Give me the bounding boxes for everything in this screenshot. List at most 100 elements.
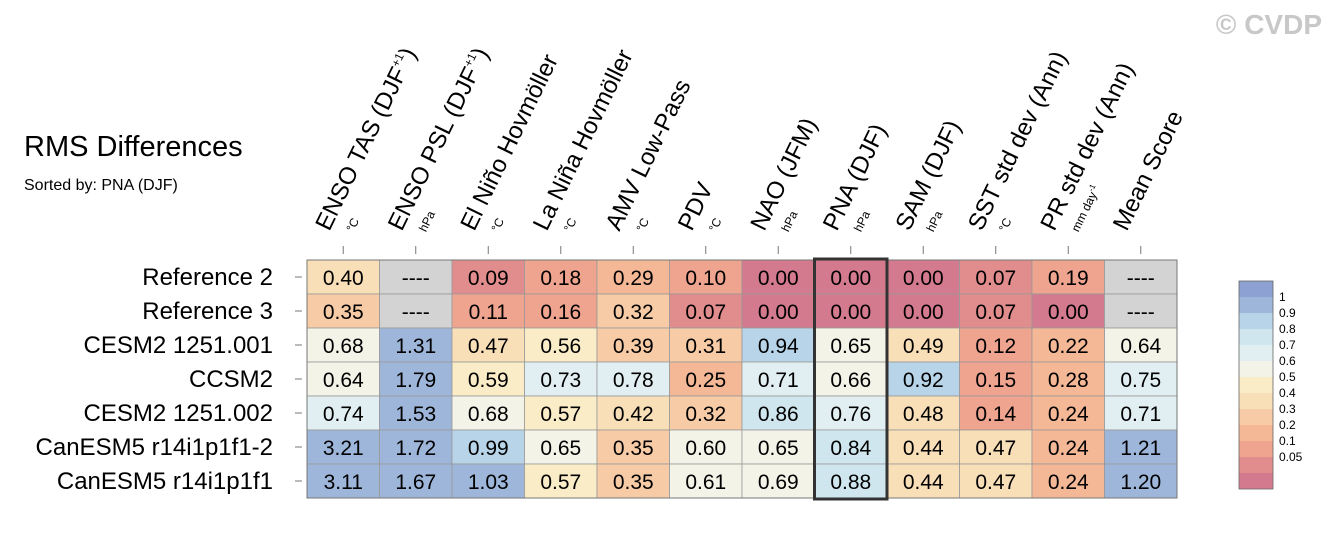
heatmap-cell bbox=[524, 395, 598, 431]
heatmap-cell bbox=[306, 293, 380, 329]
column-unit-text: hPa bbox=[851, 208, 873, 234]
cell-value-label: 0.71 bbox=[1120, 403, 1161, 426]
column-header: SST std dev (Ann)°C bbox=[963, 47, 1073, 235]
cell-value-label: 1.03 bbox=[468, 471, 509, 494]
column-label-name: Mean Score bbox=[1108, 106, 1189, 234]
colorbar-swatch bbox=[1239, 313, 1273, 329]
colorbar-swatch bbox=[1239, 409, 1273, 425]
colorbar-label: 0.5 bbox=[1279, 370, 1296, 384]
heatmap-cell bbox=[741, 429, 815, 465]
heatmap-cell bbox=[1031, 293, 1105, 329]
column-unit: °C bbox=[706, 215, 725, 234]
heatmap-frame bbox=[306, 259, 1178, 499]
heatmap-cell bbox=[959, 395, 1033, 431]
cell-value-label: 0.69 bbox=[758, 471, 799, 494]
row-label: CESM2 1251.001 bbox=[84, 332, 273, 359]
heatmap-cell bbox=[959, 361, 1033, 397]
cell-value-label: 0.00 bbox=[830, 301, 871, 324]
heatmap-cell bbox=[886, 395, 960, 431]
cell-value-label: 0.64 bbox=[1120, 335, 1161, 358]
column-unit: hPa bbox=[779, 208, 801, 234]
column-unit: °C bbox=[561, 215, 580, 234]
cell-value-label: ---- bbox=[402, 301, 430, 324]
cell-value-label: 0.86 bbox=[758, 403, 799, 426]
cell-value-label: 0.12 bbox=[975, 335, 1016, 358]
colorbar-swatch bbox=[1239, 457, 1273, 473]
colorbar-swatch bbox=[1239, 473, 1273, 489]
cell-value-label: ---- bbox=[1127, 301, 1155, 324]
heatmap-cell bbox=[741, 293, 815, 329]
heatmap-cell bbox=[451, 259, 525, 295]
cell-value-label: 0.44 bbox=[903, 471, 944, 494]
cell-value-label: 0.61 bbox=[685, 471, 726, 494]
cell-value-label: 0.71 bbox=[758, 369, 799, 392]
cell-value-label: 0.07 bbox=[975, 301, 1016, 324]
cell-value-label: 0.35 bbox=[323, 301, 364, 324]
cell-value-label: 0.40 bbox=[323, 267, 364, 290]
cell-value-label: 0.60 bbox=[685, 437, 726, 460]
heatmap-cell bbox=[524, 361, 598, 397]
colorbar-label: 0.9 bbox=[1279, 306, 1296, 320]
heatmap-cell bbox=[1104, 293, 1178, 329]
column-unit-sup: -1 bbox=[1086, 182, 1097, 193]
column-label-sup: +1 bbox=[388, 50, 407, 69]
colorbar-legend: 1 0.9 0.8 0.7 0.6 0.5 0.4 0.3 0.2 0.1 0.05 bbox=[1238, 280, 1303, 490]
colorbar-label: 0.3 bbox=[1279, 402, 1296, 416]
heatmap-cell bbox=[596, 429, 670, 465]
cell-value-label: 0.00 bbox=[903, 301, 944, 324]
cell-value-label: 0.28 bbox=[1048, 369, 1089, 392]
cell-value-label: 0.14 bbox=[975, 403, 1016, 426]
cell-value-label: 0.00 bbox=[1048, 301, 1089, 324]
heatmap-cell bbox=[741, 259, 815, 295]
cell-value-label: 0.35 bbox=[613, 471, 654, 494]
cell-value-label: 0.07 bbox=[685, 301, 726, 324]
colorbar-frame bbox=[1238, 280, 1274, 490]
column-unit-text: °C bbox=[561, 215, 580, 234]
heatmap-cell bbox=[959, 463, 1033, 499]
cell-value-label: 0.18 bbox=[540, 267, 581, 290]
heatmap-cell bbox=[524, 293, 598, 329]
cell-value-label: 0.32 bbox=[613, 301, 654, 324]
cell-value-label: 0.00 bbox=[903, 267, 944, 290]
cell-value-label: 0.92 bbox=[903, 369, 944, 392]
cell-value-label: 0.74 bbox=[323, 403, 364, 426]
cell-value-label: 0.65 bbox=[540, 437, 581, 460]
colorbar-label: 0.05 bbox=[1279, 450, 1303, 464]
cell-value-label: 0.56 bbox=[540, 335, 581, 358]
cell-value-label: 0.00 bbox=[758, 267, 799, 290]
heatmap-cell bbox=[451, 327, 525, 363]
cell-value-label: 0.25 bbox=[685, 369, 726, 392]
colorbar-swatch bbox=[1239, 297, 1273, 313]
column-unit-text: °C bbox=[996, 215, 1015, 234]
column-unit-text: hPa bbox=[924, 208, 946, 234]
cell-value-label: 0.68 bbox=[323, 335, 364, 358]
column-unit-text: °C bbox=[634, 215, 653, 234]
chart-title: RMS Differences bbox=[24, 131, 243, 163]
cell-value-label: 0.07 bbox=[975, 267, 1016, 290]
column-header: ENSO TAS (DJF+1)°C bbox=[310, 43, 422, 234]
cell-value-label: 0.66 bbox=[830, 369, 871, 392]
heatmap-cell bbox=[1104, 259, 1178, 295]
colorbar-swatch bbox=[1239, 345, 1273, 361]
column-unit-text: °C bbox=[706, 215, 725, 234]
cell-value-label: 0.32 bbox=[685, 403, 726, 426]
colorbar-label: 1 bbox=[1279, 290, 1286, 304]
watermark: © CVDP bbox=[1216, 9, 1322, 40]
cell-value-label: 0.57 bbox=[540, 471, 581, 494]
cell-value-label: 0.10 bbox=[685, 267, 726, 290]
column-unit: °C bbox=[489, 215, 508, 234]
heatmap-cell bbox=[1104, 327, 1178, 363]
cell-value-label: 1.31 bbox=[395, 335, 436, 358]
heatmap-cell bbox=[1104, 361, 1178, 397]
cell-value-label: 0.19 bbox=[1048, 267, 1089, 290]
cell-value-label: 0.00 bbox=[830, 267, 871, 290]
column-header: Mean Score bbox=[1108, 106, 1189, 234]
colorbar-swatch bbox=[1239, 425, 1273, 441]
cell-value-label: 0.44 bbox=[903, 437, 944, 460]
heatmap-cell bbox=[524, 327, 598, 363]
cell-value-label: 1.67 bbox=[395, 471, 436, 494]
cell-value-label: 0.42 bbox=[613, 403, 654, 426]
cell-value-label: 0.24 bbox=[1048, 437, 1089, 460]
heatmap-cell bbox=[669, 293, 743, 329]
